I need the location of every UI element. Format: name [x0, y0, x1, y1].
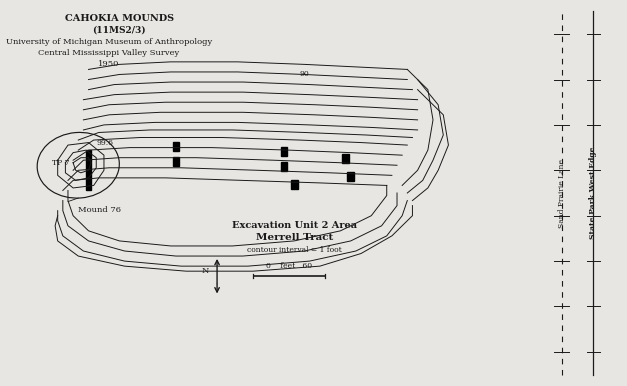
Bar: [172, 142, 179, 151]
Bar: [342, 154, 349, 164]
Text: 1950: 1950: [98, 60, 120, 68]
Text: Excavation Unit 2 Area: Excavation Unit 2 Area: [231, 221, 357, 230]
Bar: [291, 179, 298, 189]
Bar: [280, 162, 287, 171]
Text: TP 7: TP 7: [51, 159, 69, 167]
Text: Sand Prairie Lane: Sand Prairie Lane: [557, 159, 566, 227]
Text: N: N: [202, 267, 209, 275]
Text: Central Mississippi Valley Survey: Central Mississippi Valley Survey: [38, 49, 180, 57]
Text: CAHOKIA MOUNDS: CAHOKIA MOUNDS: [65, 14, 174, 23]
Bar: [172, 157, 179, 166]
Text: contour interval = 1 foot: contour interval = 1 foot: [247, 246, 342, 254]
Bar: [280, 147, 287, 156]
Text: (11MS2/3): (11MS2/3): [93, 25, 146, 34]
Text: University of Michigan Museum of Anthropology: University of Michigan Museum of Anthrop…: [6, 38, 212, 46]
Text: Merrell Tract: Merrell Tract: [256, 234, 333, 242]
Text: State Park West Edge: State Park West Edge: [589, 147, 598, 239]
Text: 90: 90: [300, 71, 309, 78]
Bar: [86, 150, 91, 190]
Text: Mound 76: Mound 76: [78, 206, 121, 213]
Bar: [347, 172, 354, 181]
Text: 0    feet   60: 0 feet 60: [266, 262, 312, 270]
Text: 99.6: 99.6: [97, 139, 113, 147]
